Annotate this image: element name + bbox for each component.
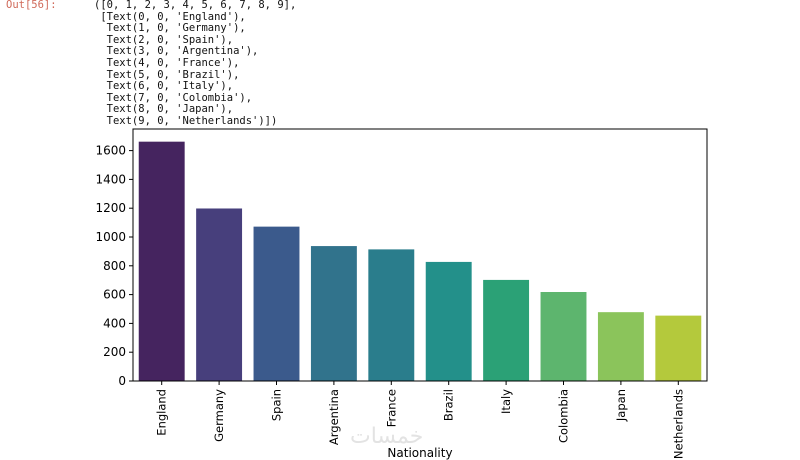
bar-france <box>368 249 415 381</box>
output-prompt: Out[56]: <box>6 0 57 11</box>
x-tick-label-netherlands: Netherlands <box>671 389 685 459</box>
x-tick-label-france: France <box>384 389 398 427</box>
y-tick-label-1400: 1400 <box>95 172 126 186</box>
x-tick-label-italy: Italy <box>499 389 513 414</box>
bar-italy <box>483 279 530 381</box>
x-tick-label-england: England <box>155 389 169 436</box>
bar-argentina <box>310 246 357 381</box>
x-tick-label-germany: Germany <box>212 389 226 442</box>
x-tick-label-brazil: Brazil <box>442 389 456 421</box>
y-tick-label-200: 200 <box>103 345 126 359</box>
bar-colombia <box>540 292 587 381</box>
x-axis-label: Nationality <box>387 446 452 460</box>
y-tick-label-1200: 1200 <box>95 201 126 215</box>
y-tick-label-0: 0 <box>118 374 126 388</box>
y-tick-label-400: 400 <box>103 316 126 330</box>
bar-netherlands <box>655 315 702 381</box>
x-tick-label-argentina: Argentina <box>327 389 341 445</box>
bar-germany <box>196 208 243 381</box>
watermark-logo: خمسات <box>350 424 424 449</box>
bar-japan <box>597 312 644 381</box>
y-tick-label-1600: 1600 <box>95 144 126 158</box>
output-text: ([0, 1, 2, 3, 4, 5, 6, 7, 8, 9], [Text(0… <box>94 0 297 127</box>
bar-brazil <box>425 261 472 381</box>
y-tick-label-600: 600 <box>103 288 126 302</box>
x-tick-label-colombia: Colombia <box>557 389 571 443</box>
bar-england <box>138 141 185 381</box>
bar-spain <box>253 226 300 381</box>
x-tick-label-spain: Spain <box>270 389 284 421</box>
y-tick-label-800: 800 <box>103 259 126 273</box>
y-tick-label-1000: 1000 <box>95 230 126 244</box>
x-tick-label-japan: Japan <box>614 389 628 422</box>
plot-frame <box>132 128 708 382</box>
